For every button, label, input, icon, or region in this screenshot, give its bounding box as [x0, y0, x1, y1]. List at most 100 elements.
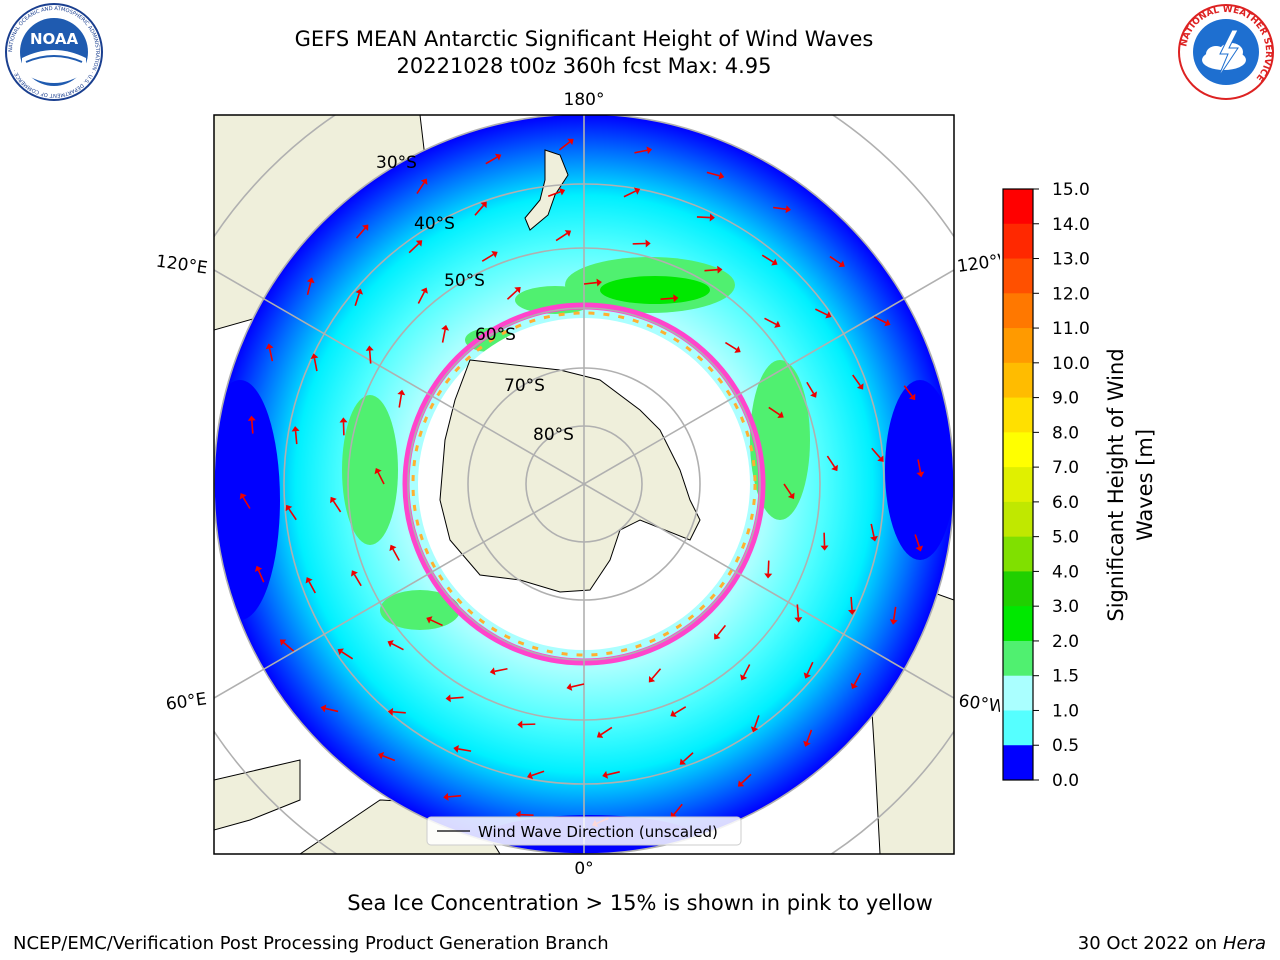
- colorbar-segment: [1003, 328, 1033, 364]
- footer-right: 30 Oct 2022 on Hera: [1078, 933, 1266, 954]
- wave-arrow-shaft: [806, 381, 815, 394]
- lon-label-120e: 120°E: [155, 252, 209, 279]
- colorbar-tick-label: 13.0: [1052, 250, 1090, 270]
- wave-arrow-shaft: [494, 667, 508, 673]
- wave-arrow-shaft: [826, 455, 836, 468]
- wave-arrow-shaft: [740, 773, 752, 784]
- wave-arrow-head: [420, 178, 428, 185]
- wave-arrow-head: [279, 639, 287, 646]
- wave-arrow-head: [717, 265, 723, 274]
- colorbar-segment: [1003, 745, 1033, 781]
- wave-arrow-head: [265, 343, 274, 350]
- graticule: [214, 115, 954, 854]
- wave-arrow-shaft: [332, 500, 342, 513]
- colorbar-tick-label: 1.0: [1052, 701, 1079, 721]
- wave-arrow-head: [803, 672, 811, 679]
- wave-arrow-shaft: [257, 569, 265, 583]
- wave-arrow-head: [645, 239, 651, 248]
- wave-arrow-head: [365, 345, 374, 351]
- colorbar-tick-label: 12.0: [1052, 284, 1090, 304]
- colorbar-tick-label: 4.0: [1052, 562, 1079, 582]
- wave-arrow-head: [494, 153, 502, 161]
- wave-arrow-head: [441, 324, 450, 331]
- wave-arrow-shaft: [673, 803, 683, 815]
- wave-arrow-shaft: [325, 707, 339, 713]
- wave-arrow-shaft: [313, 358, 318, 372]
- wave-arrow-head: [387, 640, 394, 648]
- wave-arrow-shaft: [559, 141, 571, 151]
- wave-arrow-shaft: [852, 374, 861, 387]
- wave-arrow-head: [387, 707, 394, 716]
- wave-arrow-shaft: [251, 420, 254, 434]
- colorbar-segment: [1003, 675, 1033, 711]
- wave-arrow-head: [453, 744, 459, 753]
- wave-arrow-head: [831, 464, 838, 472]
- map-frame: [213, 114, 955, 855]
- lat-label-70: 70°S: [504, 376, 545, 396]
- wave-direction-arrows: [239, 138, 925, 828]
- wave-arrow-head: [527, 771, 534, 780]
- wave-arrow-shaft: [288, 508, 297, 521]
- colorbar-segment: [1003, 536, 1033, 572]
- wave-arrow-head: [489, 667, 496, 676]
- lat-label-80: 80°S: [533, 425, 574, 445]
- wave-arrow-head: [306, 277, 315, 284]
- lon-label-180: 180°: [564, 90, 605, 110]
- colorbar-segment: [1003, 432, 1033, 468]
- wave-arrow-shaft: [430, 619, 443, 627]
- wave-arrow-head: [320, 704, 327, 713]
- colorbar-tick-label: 9.0: [1052, 389, 1079, 409]
- wave-arrow-shaft: [474, 204, 485, 216]
- wave-arrow-shaft: [853, 672, 862, 686]
- svg-text:NOAA: NOAA: [30, 30, 79, 48]
- wave-arrow-shaft: [917, 459, 922, 473]
- wave-arrow-head: [445, 694, 451, 703]
- wave-arrow-head: [330, 496, 337, 504]
- wave-arrow-head: [514, 287, 521, 294]
- wave-arrow-head: [850, 682, 858, 690]
- wave-arrow-shaft: [583, 281, 598, 285]
- wave-arrow-shaft: [368, 350, 372, 364]
- wave-arrow-shaft: [377, 472, 385, 485]
- wave-arrow-head: [351, 570, 358, 577]
- wave-arrow-head: [820, 545, 829, 551]
- wave-arrow-shaft: [392, 548, 400, 561]
- wave-arrow-shaft: [815, 308, 828, 316]
- wave-arrow-shaft: [651, 668, 662, 680]
- wave-arrow-shaft: [768, 406, 781, 416]
- wave-arrow-shaft: [850, 596, 853, 610]
- wave-arrow-shaft: [571, 683, 585, 688]
- wave-arrow-head: [567, 138, 574, 146]
- colorbar-label-line2: Waves [m]: [1133, 429, 1157, 541]
- wave-arrow-shaft: [783, 483, 792, 496]
- wave-arrow-head: [709, 213, 715, 222]
- wave-arrow-head: [777, 411, 784, 419]
- legend-label: Wind Wave Direction (unscaled): [478, 823, 718, 841]
- colorbar-tick-label: 1.5: [1052, 667, 1079, 687]
- wave-arrow-head: [737, 780, 745, 787]
- wave-arrow-head: [337, 648, 344, 656]
- wave-arrow-shaft: [903, 385, 913, 397]
- colorbar-tick-label: 5.0: [1052, 528, 1079, 548]
- wave-arrow-head: [480, 201, 487, 209]
- wave-arrow-shaft: [416, 182, 425, 195]
- colorbar-tick-label: 7.0: [1052, 458, 1079, 478]
- wave-arrow-shaft: [606, 771, 620, 776]
- wave-arrow-head: [916, 471, 925, 478]
- wave-arrow-shaft: [555, 232, 568, 242]
- wave-arrow-shaft: [623, 190, 636, 198]
- colorbar-segment: [1003, 710, 1033, 746]
- wave-arrow-head: [787, 492, 795, 499]
- wave-arrow-head: [810, 391, 817, 398]
- wave-arrow-head: [908, 393, 916, 401]
- noaa-logo: NOAA NATIONAL OCEANIC AND ATMOSPHERIC AD…: [5, 3, 103, 101]
- wave-arrow-shaft: [481, 253, 494, 262]
- wave-arrow-head: [566, 683, 573, 691]
- colorbar-segment: [1003, 397, 1033, 433]
- lon-label-60w: 60°W: [957, 691, 1006, 717]
- wave-arrow-shaft: [796, 604, 800, 618]
- lat-label-50: 50°S: [444, 271, 485, 291]
- wave-arrow-shaft: [242, 496, 251, 509]
- wave-arrow-head: [397, 389, 406, 396]
- wave-arrow-head: [648, 676, 656, 683]
